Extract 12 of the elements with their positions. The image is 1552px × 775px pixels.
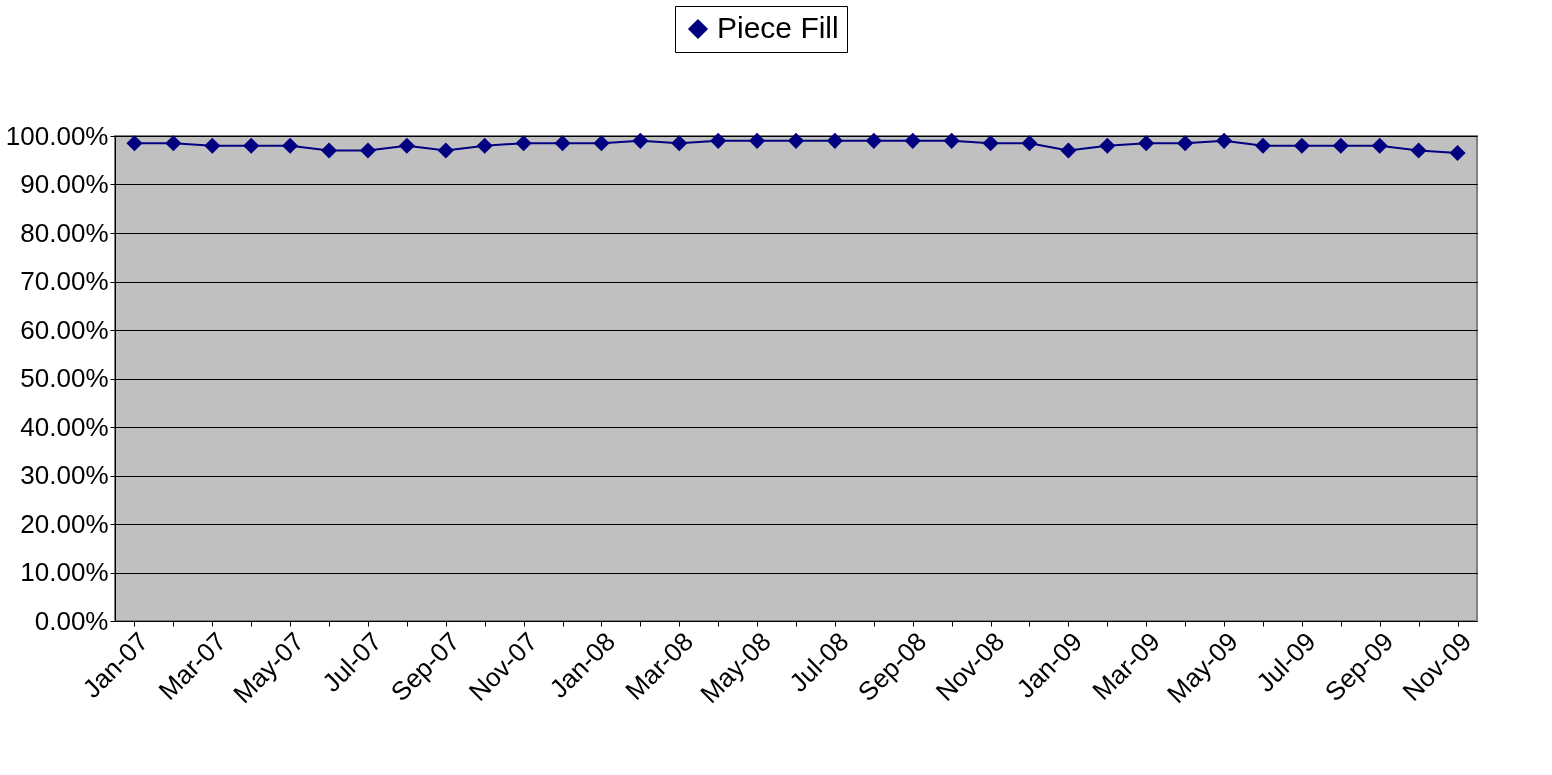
y-tick-label: 20.00% [20, 508, 109, 539]
y-tick-label: 70.00% [20, 266, 109, 296]
y-tick-label: 100.00% [5, 120, 109, 151]
y-tick-label: 50.00% [20, 363, 109, 393]
y-tick-label: 40.00% [20, 411, 109, 442]
y-tick-label: 80.00% [20, 217, 109, 248]
legend-label: Piece Fill [717, 11, 839, 44]
y-tick-label: 90.00% [20, 169, 109, 199]
y-tick-label: 30.00% [20, 460, 109, 490]
y-tick-label: 60.00% [20, 314, 109, 345]
y-tick-label: 10.00% [20, 557, 109, 587]
y-tick-label: 0.00% [34, 605, 109, 636]
